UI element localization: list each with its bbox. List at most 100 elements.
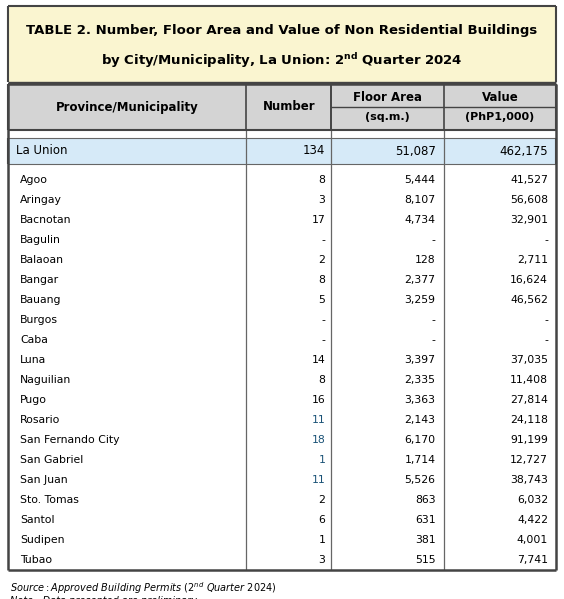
Text: 128: 128 xyxy=(415,255,435,265)
Text: (PhP1,000): (PhP1,000) xyxy=(465,112,535,122)
Text: 3,259: 3,259 xyxy=(404,295,435,305)
Bar xyxy=(8,170,556,190)
Bar xyxy=(8,84,556,130)
Text: 37,035: 37,035 xyxy=(510,355,548,365)
Text: $\it{Source: Approved\ Building\ Permits\ (2^{nd}\ Quarter\ 2024)}$: $\it{Source: Approved\ Building\ Permits… xyxy=(10,580,276,596)
Text: 2,711: 2,711 xyxy=(517,255,548,265)
Bar xyxy=(8,510,556,530)
Text: 2,335: 2,335 xyxy=(404,375,435,385)
Text: 4,734: 4,734 xyxy=(404,215,435,225)
Text: 5,444: 5,444 xyxy=(404,175,435,185)
Text: 134: 134 xyxy=(303,144,325,158)
Text: 11: 11 xyxy=(311,415,325,425)
Text: Floor Area: Floor Area xyxy=(353,91,422,104)
Bar xyxy=(8,430,556,450)
Text: Bauang: Bauang xyxy=(20,295,61,305)
Text: 91,199: 91,199 xyxy=(510,435,548,445)
Text: Number: Number xyxy=(262,101,315,113)
Text: Note:  Data presented are preliminary: Note: Data presented are preliminary xyxy=(10,596,197,599)
Text: 3: 3 xyxy=(319,555,325,565)
Text: 631: 631 xyxy=(415,515,435,525)
Text: Bagulin: Bagulin xyxy=(20,235,61,245)
Bar xyxy=(8,190,556,210)
Text: 3,397: 3,397 xyxy=(404,355,435,365)
Text: -: - xyxy=(321,315,325,325)
Text: -: - xyxy=(544,335,548,345)
Text: 1: 1 xyxy=(319,455,325,465)
Text: -: - xyxy=(544,235,548,245)
Text: TABLE 2. Number, Floor Area and Value of Non Residential Buildings: TABLE 2. Number, Floor Area and Value of… xyxy=(27,24,537,37)
Bar xyxy=(8,310,556,330)
Text: (sq.m.): (sq.m.) xyxy=(365,112,410,122)
Text: 4,001: 4,001 xyxy=(517,535,548,545)
Text: 1,714: 1,714 xyxy=(404,455,435,465)
Text: 5: 5 xyxy=(319,295,325,305)
Text: Pugo: Pugo xyxy=(20,395,47,405)
Bar xyxy=(8,138,556,164)
Text: 11,408: 11,408 xyxy=(510,375,548,385)
Bar xyxy=(8,410,556,430)
Text: 5,526: 5,526 xyxy=(404,475,435,485)
Text: 24,118: 24,118 xyxy=(510,415,548,425)
Text: by City/Municipality, La Union: 2$^{\mathbf{nd}}$ Quarter 2024: by City/Municipality, La Union: 2$^{\mat… xyxy=(101,52,463,70)
Text: Burgos: Burgos xyxy=(20,315,58,325)
Text: Balaoan: Balaoan xyxy=(20,255,64,265)
Text: 3,363: 3,363 xyxy=(404,395,435,405)
Text: 462,175: 462,175 xyxy=(499,144,548,158)
Text: 2,143: 2,143 xyxy=(404,415,435,425)
Text: 16,624: 16,624 xyxy=(510,275,548,285)
Text: 6: 6 xyxy=(319,515,325,525)
Bar xyxy=(8,470,556,490)
Bar xyxy=(8,370,556,390)
Text: 8: 8 xyxy=(319,175,325,185)
Text: 18: 18 xyxy=(311,435,325,445)
Text: Tubao: Tubao xyxy=(20,555,52,565)
Text: Agoo: Agoo xyxy=(20,175,48,185)
Text: -: - xyxy=(544,315,548,325)
Bar xyxy=(8,450,556,470)
Text: 8: 8 xyxy=(319,275,325,285)
Text: La Union: La Union xyxy=(16,144,68,158)
Text: Bacnotan: Bacnotan xyxy=(20,215,72,225)
Bar xyxy=(8,350,556,370)
Text: -: - xyxy=(321,235,325,245)
Text: Aringay: Aringay xyxy=(20,195,62,205)
Text: 8,107: 8,107 xyxy=(404,195,435,205)
Bar xyxy=(8,390,556,410)
Bar xyxy=(8,490,556,510)
Text: Sudipen: Sudipen xyxy=(20,535,64,545)
Text: San Gabriel: San Gabriel xyxy=(20,455,83,465)
Text: San Juan: San Juan xyxy=(20,475,68,485)
Text: 4,422: 4,422 xyxy=(517,515,548,525)
Text: 6,170: 6,170 xyxy=(404,435,435,445)
Text: Naguilian: Naguilian xyxy=(20,375,71,385)
Text: 14: 14 xyxy=(311,355,325,365)
Text: 11: 11 xyxy=(311,475,325,485)
Text: 2: 2 xyxy=(319,255,325,265)
Text: 8: 8 xyxy=(319,375,325,385)
Bar xyxy=(8,550,556,570)
Text: 1: 1 xyxy=(319,535,325,545)
Text: 7,741: 7,741 xyxy=(517,555,548,565)
Text: 32,901: 32,901 xyxy=(510,215,548,225)
Text: -: - xyxy=(321,335,325,345)
Text: 515: 515 xyxy=(415,555,435,565)
Text: Province/Municipality: Province/Municipality xyxy=(56,101,199,113)
Text: 51,087: 51,087 xyxy=(395,144,435,158)
Text: 863: 863 xyxy=(415,495,435,505)
Text: 38,743: 38,743 xyxy=(510,475,548,485)
Text: 27,814: 27,814 xyxy=(510,395,548,405)
Text: -: - xyxy=(432,235,435,245)
Text: 6,032: 6,032 xyxy=(517,495,548,505)
Text: 3: 3 xyxy=(319,195,325,205)
Text: San Fernando City: San Fernando City xyxy=(20,435,120,445)
Text: 56,608: 56,608 xyxy=(510,195,548,205)
Text: Rosario: Rosario xyxy=(20,415,60,425)
Text: 16: 16 xyxy=(311,395,325,405)
Bar xyxy=(8,6,556,82)
Text: 381: 381 xyxy=(415,535,435,545)
Text: Caba: Caba xyxy=(20,335,48,345)
Bar xyxy=(8,270,556,290)
Bar xyxy=(8,210,556,230)
Text: 2: 2 xyxy=(319,495,325,505)
